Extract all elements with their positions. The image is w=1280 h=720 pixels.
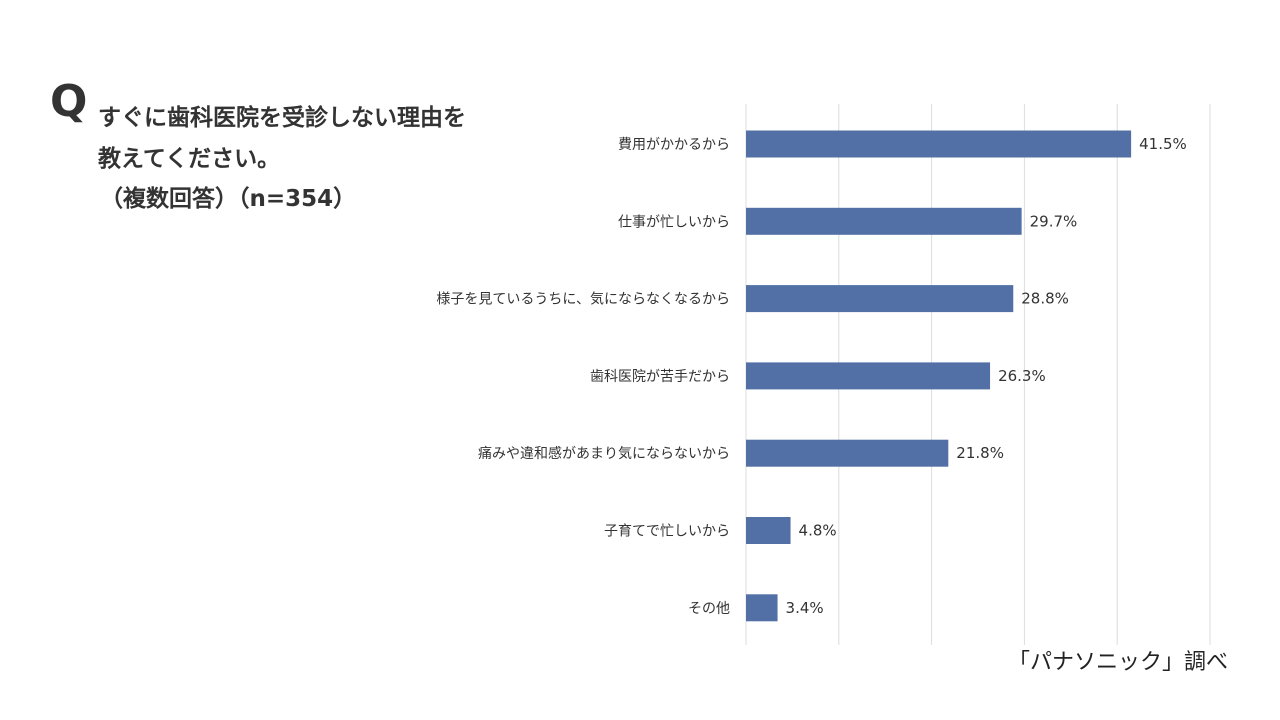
bars	[746, 130, 1132, 622]
data-label: 28.8%	[1021, 290, 1069, 308]
bar	[746, 362, 991, 390]
bar	[746, 285, 1014, 313]
source-note: 「パナソニック」調べ	[1007, 650, 1228, 675]
question-mark: Q	[50, 76, 88, 127]
category-label: その他	[688, 601, 730, 617]
bar	[746, 207, 1022, 235]
data-label: 4.8%	[799, 522, 837, 540]
question-text-line-2: 教えてください。	[98, 146, 281, 172]
data-label: 41.5%	[1139, 135, 1187, 153]
category-label: 歯科医院が苦手だから	[590, 369, 730, 385]
data-label: 3.4%	[786, 599, 824, 617]
category-label: 費用がかかるから	[618, 137, 730, 153]
bar	[746, 594, 778, 622]
data-label: 21.8%	[956, 444, 1004, 462]
question-text-line-1: すぐに歯科医院を受診しない理由を	[98, 105, 466, 131]
labels: 費用がかかるから 41.5% 仕事が忙しいから 29.7% 様子を見ているうちに、気にな…	[436, 135, 1186, 617]
category-label: 様子を見ているうちに、気にならなくなるから	[436, 292, 730, 308]
category-label: 仕事が忙しいから	[618, 214, 730, 230]
bar	[746, 517, 791, 544]
bar	[746, 130, 1132, 158]
data-label: 29.7%	[1030, 212, 1078, 230]
bar	[746, 439, 949, 467]
question-sample-note: （複数回答）（n=354）	[100, 186, 357, 212]
category-label: 子育てで忙しいから	[604, 524, 730, 540]
category-label: 痛みや違和感があまり気にならないから	[478, 445, 730, 462]
data-label: 26.3%	[998, 367, 1046, 385]
